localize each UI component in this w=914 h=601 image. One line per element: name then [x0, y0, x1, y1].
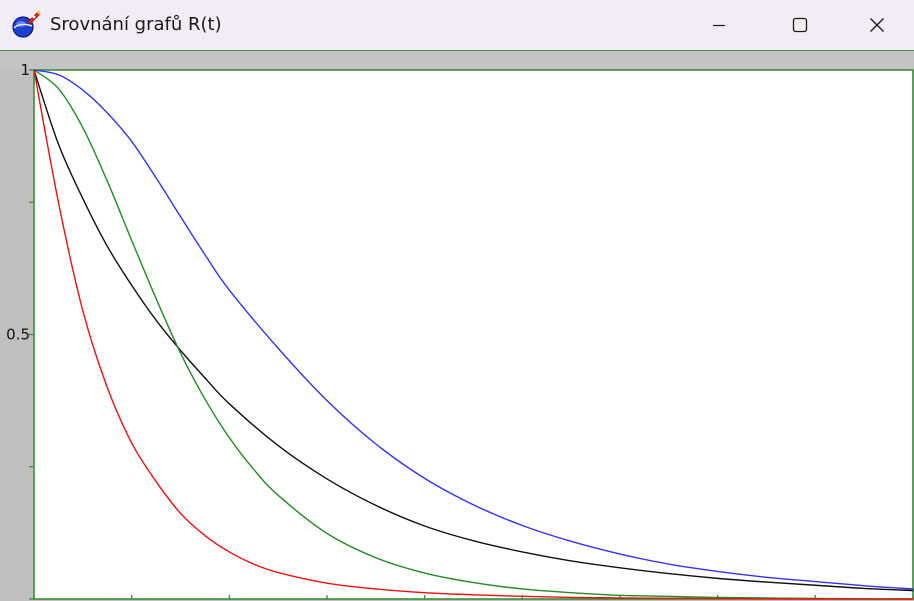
- minimize-icon: [713, 24, 725, 27]
- maximize-button[interactable]: [760, 0, 840, 50]
- series-line-3: [33, 69, 914, 600]
- y-axis-ticks: [29, 69, 34, 600]
- plot-area: [33, 69, 914, 600]
- y-axis-labels: 10.5: [6, 61, 30, 344]
- series-layer: [33, 69, 914, 600]
- series-line-1: [33, 69, 914, 592]
- window-title: Srovnání grafů R(t): [50, 14, 222, 35]
- close-button[interactable]: [840, 0, 914, 50]
- maximize-icon: [792, 17, 808, 33]
- client-top-strip: [0, 51, 914, 69]
- y-tick-label-1: 0.5: [6, 326, 30, 344]
- series-line-2: [33, 69, 914, 600]
- close-icon: [870, 18, 884, 32]
- minimize-button[interactable]: [679, 0, 759, 50]
- title-bar[interactable]: Srovnání grafů R(t): [0, 0, 914, 51]
- rocket-globe-icon: [12, 10, 41, 38]
- y-tick-label-0: 1: [20, 61, 30, 79]
- series-line-0: [33, 69, 914, 590]
